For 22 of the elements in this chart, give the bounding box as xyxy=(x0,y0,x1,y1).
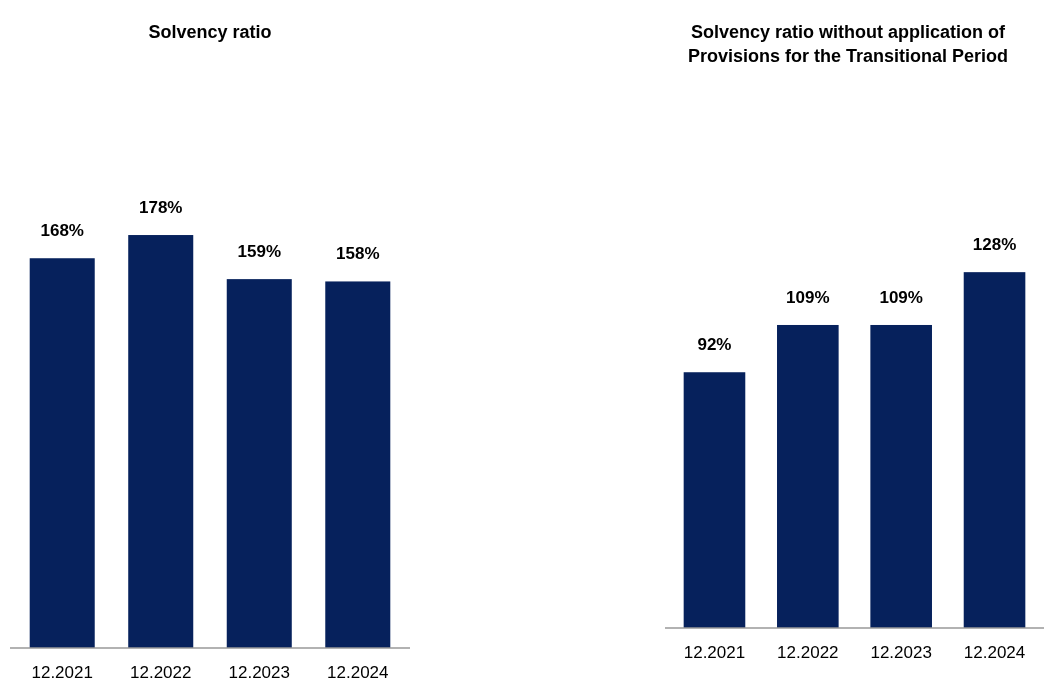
data-label: 168% xyxy=(40,221,84,241)
chart-title: Solvency ratio xyxy=(148,22,272,42)
bar xyxy=(226,279,292,648)
x-tick-label: 12.2024 xyxy=(963,643,1026,662)
data-label: 92% xyxy=(697,335,732,355)
bar xyxy=(29,258,95,648)
data-label: 159% xyxy=(237,242,281,262)
x-tick-label: 12.2022 xyxy=(777,643,839,662)
data-label: 158% xyxy=(336,244,380,264)
data-label: 109% xyxy=(879,287,923,307)
chart-title: Solvency ratio without application of Provisions for the Transitional Period xyxy=(687,22,1009,66)
data-label: 178% xyxy=(139,198,183,218)
x-tick-label: 12.2023 xyxy=(228,663,290,682)
x-tick-label: 12.2021 xyxy=(683,643,746,662)
bar xyxy=(128,235,194,648)
x-tick-label: 12.2022 xyxy=(130,663,192,682)
x-tick-label: 12.2021 xyxy=(31,663,93,682)
x-tick-label: 12.2023 xyxy=(870,643,932,662)
data-label: 128% xyxy=(972,235,1017,255)
bar xyxy=(325,281,391,648)
data-label: 109% xyxy=(786,287,830,307)
x-tick-label: 12.2024 xyxy=(327,663,389,682)
